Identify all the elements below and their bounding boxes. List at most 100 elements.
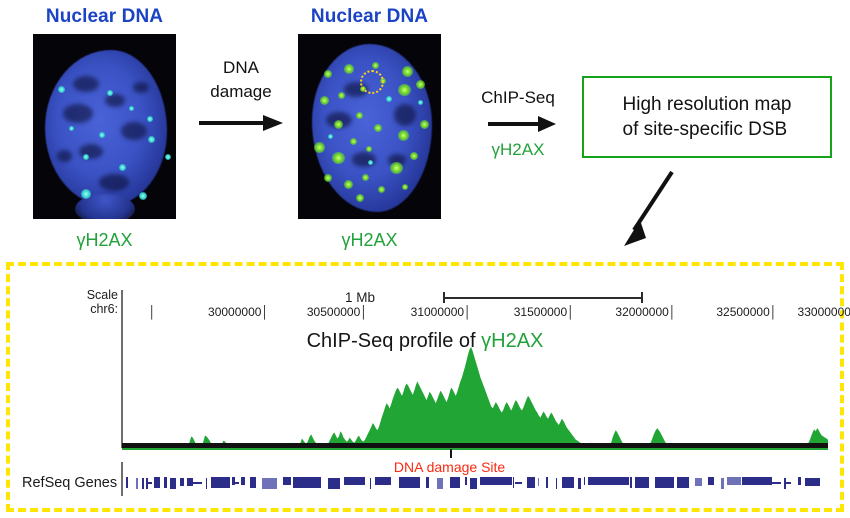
- chromatin-blob: [352, 152, 376, 167]
- gene-block: [135, 478, 139, 489]
- chromatin-blob: [57, 150, 72, 162]
- gene-intron-line: [772, 482, 781, 484]
- ruler-tick: 31000000│: [410, 305, 472, 319]
- focus-spot: [418, 100, 423, 105]
- chipseq-signal-track: [122, 347, 828, 450]
- ruler-tick: │: [148, 305, 157, 319]
- focus-spot: [390, 162, 403, 174]
- gene-block: [726, 477, 741, 485]
- focus-spot: [314, 142, 325, 153]
- gene-block: [527, 477, 535, 488]
- gene-block: [561, 477, 575, 488]
- gene-block: [450, 477, 461, 488]
- arrow-down-right-to-browser: [624, 170, 674, 246]
- gene-block: [707, 477, 715, 485]
- gene-block: [783, 478, 786, 489]
- panel-undamaged: Nuclear DNA γH2AX: [33, 6, 176, 251]
- focus-spot: [344, 64, 354, 74]
- panel-caption-damaged: γH2AX: [341, 230, 398, 250]
- gene-block: [126, 477, 129, 488]
- gene-block: [374, 477, 392, 485]
- ruler-tick: 30500000│: [306, 305, 368, 319]
- chart-title-prefix: ChIP-Seq profile of: [306, 330, 482, 352]
- chromatin-blob: [63, 104, 93, 123]
- gene-block: [327, 478, 341, 489]
- focus-spot: [83, 154, 89, 160]
- chromatin-blob: [73, 76, 99, 92]
- dna-damage-arrow-label-line2: damage: [210, 82, 272, 101]
- focus-spot: [165, 154, 171, 160]
- chromatin-blob: [105, 94, 125, 107]
- gene-block: [512, 477, 515, 488]
- focus-spot: [366, 146, 372, 152]
- ruler-tick: 32000000│: [615, 305, 677, 319]
- chromatin-blob: [121, 122, 147, 140]
- focus-spot: [324, 70, 332, 78]
- gene-block: [676, 477, 690, 488]
- focus-spot: [420, 120, 429, 129]
- damage-site-label: DNA damage Site: [393, 459, 506, 475]
- damage-site-tick: [449, 449, 452, 458]
- ruler-tick: 30000000│: [208, 305, 269, 319]
- ruler-tick: 31500000│: [513, 305, 575, 319]
- gene-block: [211, 477, 230, 488]
- gene-block: [180, 478, 184, 486]
- focus-spot: [58, 86, 65, 93]
- ruler-tick: 33000000│: [797, 305, 850, 319]
- gene-block: [654, 477, 674, 488]
- gene-intron-line: [514, 482, 523, 484]
- panel-title-damaged: Nuclear DNA: [310, 6, 429, 27]
- focus-spot: [129, 106, 134, 111]
- gene-block: [537, 478, 539, 486]
- gene-block: [695, 478, 702, 486]
- refseq-divider-line: [121, 462, 123, 496]
- focus-spot: [148, 136, 155, 143]
- result-box: High resolution map of site-specific DSB: [582, 76, 832, 158]
- gene-block: [546, 477, 549, 488]
- gene-block: [583, 477, 585, 485]
- gene-block: [249, 477, 257, 488]
- gene-block: [797, 477, 801, 485]
- focus-spot: [402, 66, 413, 77]
- focus-spot: [410, 152, 418, 160]
- ruler-divider-line: [121, 290, 123, 448]
- chart-title-suffix: γH2AX: [481, 330, 544, 352]
- focus-spot: [332, 152, 345, 164]
- gene-block: [146, 478, 148, 489]
- gene-block: [241, 477, 245, 485]
- gene-block: [163, 477, 167, 488]
- gene-block: [630, 477, 632, 488]
- gene-block: [205, 478, 208, 489]
- focus-spot: [139, 192, 147, 200]
- signal-area: [122, 347, 828, 450]
- gene-block: [479, 477, 512, 485]
- gene-block: [464, 477, 467, 485]
- dna-damage-arrow-label-line1: DNA: [223, 58, 259, 77]
- focus-spot: [402, 184, 408, 190]
- highlight-circle-damage-site: [360, 70, 384, 94]
- scale-bar-label: 1 Mb: [345, 290, 376, 305]
- focus-spot: [398, 84, 411, 96]
- focus-spot: [338, 92, 345, 99]
- gene-intron-line: [234, 482, 239, 484]
- arrow-right-dna-damage: [199, 115, 283, 131]
- result-box-text: High resolution map of site-specific DSB: [622, 94, 792, 140]
- panel-title-undamaged: Nuclear DNA: [45, 6, 164, 27]
- gene-block: [282, 477, 291, 485]
- genome-browser-panel: [6, 262, 844, 512]
- gene-block: [426, 477, 430, 488]
- gene-block: [369, 478, 372, 489]
- gene-block: [578, 478, 581, 489]
- gene-intron-line: [147, 482, 153, 484]
- panel-caption-undamaged: γH2AX: [76, 230, 133, 250]
- gene-block: [292, 477, 321, 488]
- chipseq-arrow-label-bottom: γH2AX: [491, 140, 545, 159]
- gene-block: [436, 478, 444, 489]
- focus-spot: [416, 80, 425, 89]
- focus-spot: [324, 174, 332, 182]
- focus-spot: [320, 96, 329, 105]
- refseq-genes-label: RefSeq Genes: [22, 475, 118, 491]
- focus-spot: [398, 130, 409, 141]
- chromatin-blob: [99, 174, 129, 191]
- nucleus-image-damaged: [298, 34, 441, 219]
